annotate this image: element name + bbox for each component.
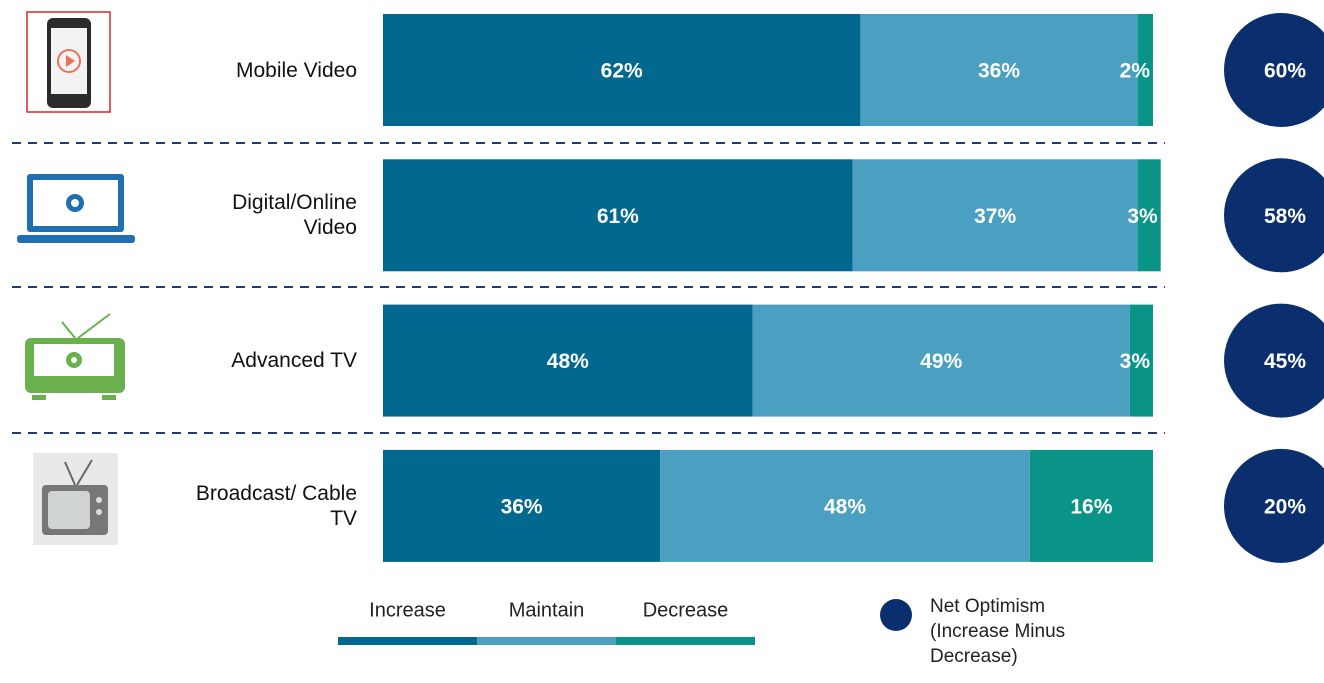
net-optimism-label: 60% [1264, 60, 1306, 83]
legend-net-marker [880, 599, 912, 631]
value-label: 3% [1120, 350, 1151, 373]
legend-swatch [338, 637, 477, 645]
legend-net-label: Net Optimism (Increase Minus Decrease) [930, 596, 1066, 667]
bar-segment [383, 304, 753, 417]
icon-broadcast-tv [33, 453, 118, 545]
value-label: 49% [920, 350, 962, 373]
bar-segment [1029, 449, 1153, 562]
category-label: Advanced TV [231, 349, 357, 373]
legend-label: Decrease [643, 599, 729, 621]
legend-label: Maintain [509, 599, 585, 621]
legend-label: Increase [369, 599, 446, 621]
bar-segment [1129, 304, 1153, 417]
value-label: 48% [824, 495, 866, 518]
bar-segment [1137, 14, 1153, 126]
bar-segment [383, 159, 853, 272]
net-optimism-label: 58% [1264, 205, 1306, 228]
icon-laptop [17, 174, 135, 243]
legend-swatch [616, 637, 755, 645]
net-optimism-label: 20% [1264, 495, 1306, 518]
net-optimism-dot [1224, 13, 1324, 127]
net-optimism-dot [1224, 158, 1324, 273]
value-label: 37% [974, 205, 1016, 228]
value-label: 48% [547, 350, 589, 373]
value-label: 16% [1070, 495, 1112, 518]
category-label: Mobile Video [235, 58, 357, 82]
icon-mobile [26, 11, 111, 113]
icon-advanced-tv [25, 313, 125, 400]
value-label: 2% [1120, 60, 1151, 83]
category-label: Digital/Online Video [232, 191, 357, 240]
bar-segment [660, 449, 1030, 562]
value-label: 36% [978, 60, 1020, 83]
value-label: 62% [601, 60, 643, 83]
bar-segment [383, 14, 861, 126]
bar-segment [752, 304, 1130, 417]
bar-segment [852, 159, 1138, 272]
category-label: Broadcast/ Cable TV [195, 481, 357, 530]
net-optimism-label: 45% [1264, 350, 1306, 373]
net-optimism-dot [1224, 303, 1324, 418]
value-label: 36% [501, 495, 543, 518]
legend-swatch [477, 637, 616, 645]
value-label: 61% [597, 205, 639, 228]
value-label: 3% [1127, 205, 1158, 228]
net-optimism-dot [1224, 448, 1324, 563]
bar-segment [1137, 159, 1161, 272]
bar-segment [860, 14, 1138, 126]
bar-segment [383, 449, 661, 562]
